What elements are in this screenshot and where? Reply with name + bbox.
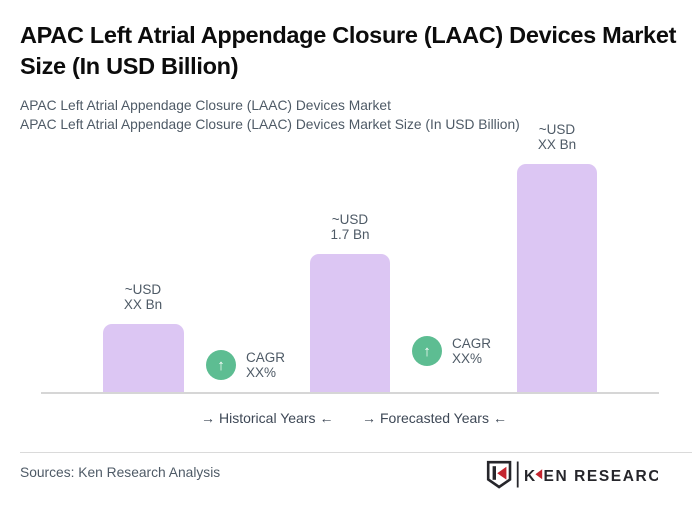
page-title: APAC Left Atrial Appendage Closure (LAAC… (20, 22, 677, 79)
sources-text: Sources: Ken Research Analysis (20, 465, 221, 480)
bar-value-label: ~USD XX Bn (100, 282, 186, 312)
logo-shield-icon (486, 460, 512, 489)
logo-badge-k-stem (492, 466, 496, 480)
bar-label-line: ~USD (538, 122, 576, 137)
logo-text-rest: EN RESEARCH (544, 468, 659, 485)
bar-label-line: ~USD (331, 212, 369, 227)
bar-label-line: XX Bn (123, 296, 163, 312)
logo-text-k: K (524, 468, 537, 485)
cagr-value: XX% (452, 350, 483, 366)
axis-label-text: Historical Years (219, 410, 316, 426)
left-arrow-icon: ← (319, 410, 334, 426)
x-axis-label-forecasted: → Forecasted Years ← (358, 410, 511, 426)
bar-historical (103, 324, 184, 392)
cagr-up-arrow-icon: ↑ (412, 336, 442, 366)
chart-subtitle: APAC Left Atrial Appendage Closure (LAAC… (20, 97, 520, 134)
subtitle-line-2: APAC Left Atrial Appendage Closure (LAAC… (20, 116, 520, 132)
left-arrow-icon: ← (492, 410, 507, 426)
cagr-up-arrow-icon: ↑ (206, 350, 236, 380)
cagr-label: CAGR (246, 350, 286, 365)
logo-k-arrow-icon (535, 469, 543, 480)
bar-label-line: 1.7 Bn (330, 226, 370, 242)
ken-research-logo: K EN RESEARCH (486, 460, 658, 489)
logo-badge-k-arrow-icon (497, 466, 507, 480)
footer-divider (20, 452, 692, 453)
cagr-value: XX% (246, 364, 277, 380)
axis-label-text: Forecasted Years (380, 410, 489, 426)
right-arrow-icon: → (201, 410, 215, 426)
x-axis-label-historical: → Historical Years ← (197, 410, 338, 426)
bar-value-label: ~USD XX Bn (514, 122, 600, 152)
arrow-up-icon: ↑ (217, 356, 225, 374)
arrow-up-icon: ↑ (423, 342, 431, 360)
subtitle-line-1: APAC Left Atrial Appendage Closure (LAAC… (20, 98, 391, 113)
bar-value-label: ~USD 1.7 Bn (307, 212, 393, 242)
right-arrow-icon: → (362, 410, 376, 426)
cagr-annotation: CAGR XX% (452, 336, 492, 366)
bar-forecast (517, 164, 597, 392)
cagr-label: CAGR (452, 336, 492, 351)
bar-current (310, 254, 390, 392)
x-axis-line (41, 392, 659, 394)
bar-label-line: XX Bn (537, 136, 577, 152)
logo-separator (516, 461, 519, 488)
bar-label-line: ~USD (124, 282, 162, 297)
cagr-annotation: CAGR XX% (246, 350, 286, 380)
